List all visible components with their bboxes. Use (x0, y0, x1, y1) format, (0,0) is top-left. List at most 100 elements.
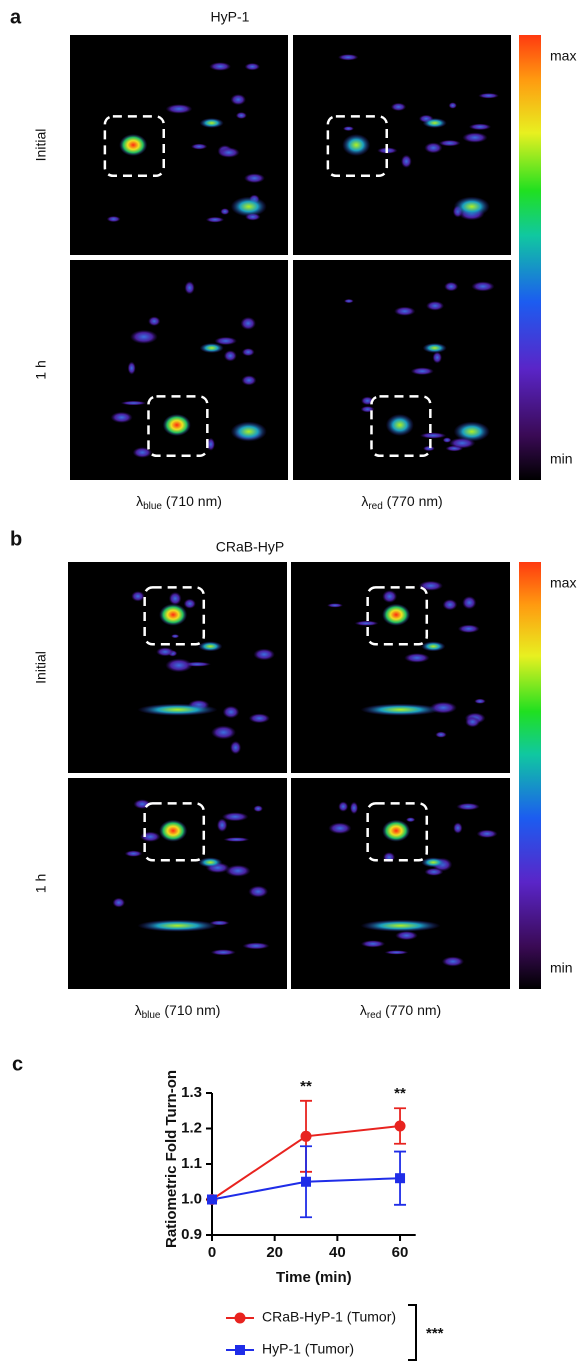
colorbar-min: min (550, 960, 573, 976)
signal (462, 132, 488, 143)
column-label: λblue (710 nm) (136, 493, 222, 512)
signal (171, 634, 180, 639)
signal (242, 942, 270, 950)
image (293, 35, 511, 255)
roi-box (143, 802, 206, 862)
signal (225, 864, 251, 877)
marker (394, 1120, 406, 1132)
signal (241, 375, 257, 386)
signal (441, 956, 465, 967)
signal (206, 437, 216, 451)
signal (448, 102, 457, 109)
signal (360, 940, 386, 948)
signal (421, 641, 446, 652)
signal (442, 599, 458, 611)
roi-box (143, 586, 206, 646)
signal (390, 102, 407, 112)
marker (207, 1194, 217, 1205)
signal (205, 216, 225, 223)
signal (184, 281, 195, 295)
signal (382, 819, 411, 842)
signal (453, 822, 463, 834)
signal (222, 705, 240, 719)
signal (342, 126, 354, 131)
signal (217, 147, 240, 158)
signal (404, 653, 430, 663)
column-label-part: (770 nm) (381, 1002, 441, 1018)
x-tick-label: 0 (208, 1244, 216, 1261)
signal (328, 822, 352, 835)
signal (338, 54, 359, 61)
row-label: Initial (33, 651, 49, 684)
y-tick-label: 1.0 (181, 1190, 202, 1207)
signal (400, 154, 412, 168)
panel-title: HyP-1 (211, 9, 250, 25)
signal (220, 208, 230, 215)
column-label-part: blue (142, 1010, 161, 1021)
panel-title: CRaB-HyP (216, 539, 284, 555)
column-label-part: (710 nm) (160, 1002, 220, 1018)
significance: ** (300, 1078, 312, 1095)
column-label-part: (770 nm) (383, 493, 443, 509)
colorbar-max: max (550, 575, 576, 591)
colorbar (519, 35, 541, 480)
signal (199, 343, 224, 353)
signal (165, 658, 193, 673)
signal (478, 92, 499, 99)
signal (190, 143, 208, 150)
signal (453, 421, 490, 442)
signal (426, 301, 445, 311)
column-label-part: λ (136, 493, 143, 509)
roi-box (103, 115, 165, 178)
roi-box (370, 395, 432, 458)
image (70, 260, 288, 480)
signal (168, 591, 182, 606)
column-label-part: blue (143, 501, 162, 512)
image (291, 778, 510, 989)
y-tick-label: 1.3 (181, 1084, 202, 1101)
signal (183, 598, 196, 609)
column-label: λred (770 nm) (360, 1002, 441, 1021)
signal (444, 281, 459, 292)
signal (442, 437, 452, 443)
signal (148, 316, 161, 327)
signal (410, 367, 434, 375)
signal (244, 62, 260, 71)
row-label: Initial (33, 129, 49, 162)
signal (211, 725, 237, 740)
signal (360, 919, 441, 932)
signal (137, 703, 218, 716)
signal (106, 216, 121, 223)
signal (419, 432, 447, 439)
column-label-part: (710 nm) (162, 493, 222, 509)
signal (127, 361, 136, 375)
signal (198, 641, 223, 652)
signal (405, 817, 416, 823)
y-tick-label: 0.9 (181, 1226, 202, 1243)
signal (241, 348, 255, 357)
signal (209, 62, 231, 71)
roi-box (326, 115, 388, 178)
signal (132, 447, 152, 458)
signal (223, 837, 250, 842)
legend-bracket (408, 1304, 417, 1361)
colorbar (519, 562, 541, 989)
signal (159, 603, 188, 626)
image (68, 778, 287, 989)
signal (159, 819, 188, 842)
signal (468, 123, 492, 131)
signal (230, 94, 246, 106)
signal (119, 134, 148, 156)
signal (235, 111, 247, 119)
colorbar-min: min (550, 451, 573, 467)
panel-label: b (10, 528, 22, 550)
signal (424, 142, 443, 154)
signal (422, 343, 447, 353)
signal (338, 801, 349, 812)
signal (112, 897, 126, 908)
x-tick-label: 20 (266, 1244, 283, 1261)
column-label: λblue (710 nm) (135, 1002, 221, 1021)
panel-label: a (10, 6, 22, 28)
signal (354, 620, 379, 626)
